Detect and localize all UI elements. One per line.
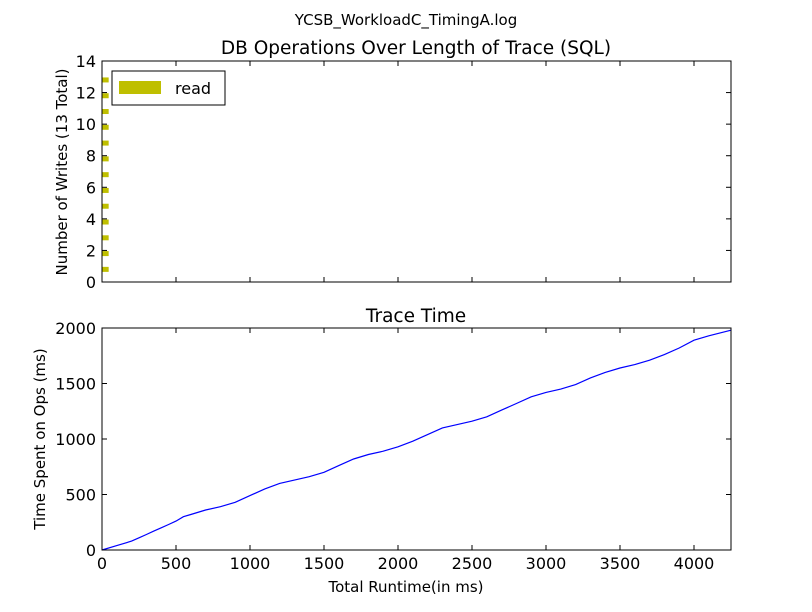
y-tick-label: 8: [86, 147, 96, 166]
top-y-ticks: 0 2 4 6 8 10 12 14: [76, 52, 731, 292]
y-tick-label: 14: [76, 52, 96, 71]
bottom-y-axis-label: Time Spent on Ops (ms): [31, 348, 49, 530]
read-bar: [102, 235, 109, 241]
top-plot-frame: [101, 60, 732, 283]
bottom-plot-frame: [101, 327, 732, 551]
read-bar: [102, 251, 109, 257]
trace-time-line: [101, 329, 732, 551]
top-y-axis-label: Number of Writes (13 Total): [53, 68, 71, 275]
x-tick-label: 1500: [304, 554, 345, 573]
x-tick-label: 0: [97, 554, 107, 573]
y-tick-label: 0: [86, 273, 96, 292]
legend-swatch-read: [119, 81, 161, 94]
legend-label-read: read: [175, 79, 211, 98]
read-bar: [102, 109, 109, 115]
y-tick-label: 1000: [55, 430, 96, 449]
y-tick-label: 1500: [55, 375, 96, 394]
bottom-chart-title: Trace Time: [365, 306, 466, 327]
x-tick-label: 2500: [452, 554, 493, 573]
x-tick-label: 500: [161, 554, 192, 573]
read-bar: [102, 172, 109, 178]
read-bar: [102, 266, 109, 272]
x-tick-label: 4000: [674, 554, 715, 573]
y-tick-label: 10: [76, 115, 96, 134]
read-bar: [102, 140, 109, 146]
legend: read: [111, 70, 226, 106]
bottom-chart: Trace Time 0 500 1000 1500 2000 0 500 1000 1500…: [31, 306, 732, 596]
y-tick-label: 12: [76, 84, 96, 103]
read-bar: [102, 156, 109, 162]
y-tick-label: 4: [86, 210, 96, 229]
bottom-x-ticks: 0 500 1000 1500 2000 2500 3000 3500 4000: [97, 328, 714, 573]
y-tick-label: 500: [65, 486, 96, 505]
figure-title: YCSB_WorkloadC_TimingA.log: [294, 11, 517, 30]
top-x-ticks: [175, 61, 695, 282]
read-bar: [102, 124, 109, 130]
top-chart: DB Operations Over Length of Trace (SQL)…: [53, 38, 732, 292]
bottom-x-axis-label: Total Runtime(in ms): [327, 578, 483, 596]
read-bar: [102, 219, 109, 225]
top-bar-group: [102, 77, 109, 272]
x-tick-label: 3000: [526, 554, 567, 573]
read-bar: [102, 187, 109, 193]
bottom-y-ticks: 0 500 1000 1500 2000: [55, 319, 731, 560]
y-tick-label: 6: [86, 178, 96, 197]
y-tick-label: 2000: [55, 319, 96, 338]
y-tick-label: 0: [86, 541, 96, 560]
x-tick-label: 3500: [600, 554, 641, 573]
x-tick-label: 2000: [378, 554, 419, 573]
y-tick-label: 2: [86, 241, 96, 260]
top-chart-title: DB Operations Over Length of Trace (SQL): [221, 38, 611, 59]
read-bar: [102, 77, 109, 83]
x-tick-label: 1000: [230, 554, 271, 573]
read-bar: [102, 203, 109, 209]
read-bar: [102, 93, 109, 99]
